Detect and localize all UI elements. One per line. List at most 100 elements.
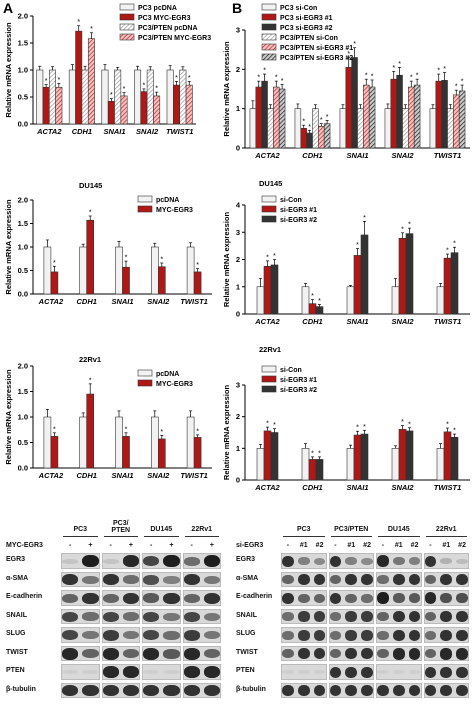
significance-star: * (275, 75, 278, 82)
protein-band (82, 631, 99, 640)
protein-band (377, 555, 389, 568)
condition-mark: #2 (363, 542, 371, 549)
protein-band (440, 685, 453, 697)
y-axis-label: Relative mRNA expression (222, 41, 231, 137)
bar (261, 80, 268, 149)
protein-band (392, 647, 405, 660)
protein-band (408, 670, 421, 675)
condition-mark: + (209, 542, 214, 549)
x-tick-label: CDH1 (302, 151, 322, 160)
x-tick-label: SNAI2 (147, 297, 170, 306)
bar (363, 84, 370, 149)
protein-band (203, 666, 220, 679)
protein-band (183, 556, 200, 566)
y-axis-label: Relative mRNA expression (222, 212, 231, 308)
legend-swatch (261, 365, 277, 373)
protein-band (377, 575, 389, 585)
cell-line-header: DU145 (150, 526, 173, 533)
significance-star: * (311, 293, 314, 300)
bar (402, 108, 409, 149)
protein-label: SNAIL (236, 611, 257, 619)
legend-label: PC3 MYC-EGR3 (138, 15, 191, 22)
protein-band (424, 575, 437, 585)
bar (346, 286, 355, 315)
significance-star: * (89, 209, 92, 216)
legend-label: pcDNA (156, 197, 179, 204)
protein-band (102, 629, 119, 641)
protein-band (62, 558, 79, 564)
bar (270, 264, 279, 315)
significance-star: * (401, 226, 404, 233)
y-tick-label: 4 (236, 201, 241, 210)
bar (429, 108, 437, 149)
significance-star: * (392, 65, 395, 72)
y-tick-label: 3 (236, 228, 240, 237)
bar (323, 123, 331, 149)
legend-label: pcDNA (156, 371, 179, 378)
legend-label: si-EGR3 #2 (280, 217, 317, 224)
chart-a3: 0.0 0.5 1.0 1.5 2.0 Relative mRNA expression *… (4, 355, 212, 480)
protein-band (424, 685, 437, 697)
protein-band (440, 574, 453, 586)
cell-line-underline (378, 536, 420, 537)
bar (443, 257, 452, 315)
protein-band (203, 649, 220, 659)
bar (441, 80, 448, 149)
significance-star: * (408, 222, 411, 229)
bar (122, 436, 130, 469)
significance-star: * (318, 450, 321, 457)
y-axis-label: Relative mRNA expression (4, 22, 13, 118)
protein-band (62, 685, 79, 697)
cell-line-underline (283, 536, 325, 537)
legend-swatch (137, 379, 153, 387)
y-tick-label: 3 (236, 381, 240, 390)
protein-band (183, 574, 200, 586)
condition-mark: #1 (394, 542, 403, 549)
protein-label: E-cadherin (6, 593, 43, 601)
bar (312, 108, 319, 149)
protein-band (329, 612, 342, 622)
significance-star: * (266, 254, 269, 261)
protein-band (408, 611, 421, 623)
protein-band (122, 592, 139, 604)
protein-band (102, 593, 119, 603)
bar (270, 432, 279, 481)
y-tick-label: 1 (236, 282, 240, 291)
cell-line-header: 22Rv1 (435, 526, 457, 533)
x-tick-label: TWIST1 (434, 317, 462, 326)
legend-swatch (137, 369, 153, 377)
y-tick-label: 0.5 (18, 438, 28, 447)
legend-label: PC3/PTEN si-Con (280, 35, 338, 42)
protein-band (122, 612, 139, 622)
protein-band (424, 592, 437, 605)
bar (153, 95, 161, 125)
protein-band (345, 557, 358, 566)
protein-band (163, 575, 180, 584)
bar (339, 108, 347, 149)
x-tick-label: TWIST1 (180, 297, 208, 306)
y-axis-label: Relative mRNA expression (222, 385, 231, 481)
x-tick-label: SNAI1 (111, 297, 133, 306)
protein-band (62, 574, 79, 586)
protein-band (163, 630, 180, 640)
protein-band (183, 593, 200, 603)
significance-star: * (110, 92, 113, 99)
protein-band (329, 592, 342, 604)
condition-mark: - (286, 542, 290, 549)
significance-star: * (410, 75, 413, 82)
y-tick-label: 1.5 (18, 39, 28, 48)
protein-band (408, 647, 421, 660)
bar (107, 101, 115, 125)
legend-label: PC3 si-Con (280, 5, 317, 12)
bar (453, 94, 460, 149)
protein-band (82, 612, 99, 622)
significance-star: * (455, 84, 458, 91)
protein-band (456, 629, 468, 641)
protein-label: α-SMA (236, 574, 259, 582)
significance-star: * (77, 19, 80, 26)
bar (158, 266, 166, 295)
bar (301, 286, 310, 315)
cell-line-underline (425, 536, 467, 537)
blot-strip (376, 664, 422, 680)
